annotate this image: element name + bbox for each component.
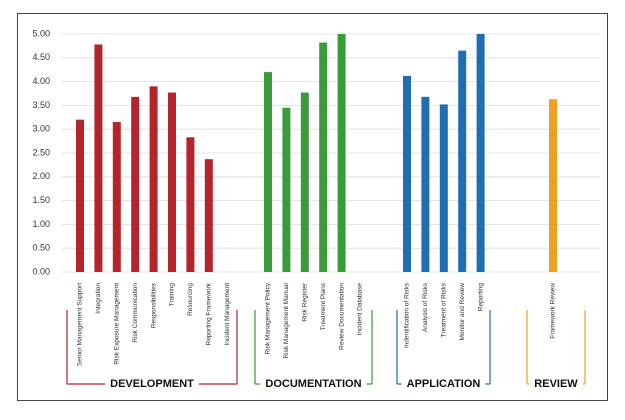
x-tick-label: Monitor and Review bbox=[459, 283, 466, 341]
x-tick-label: Training bbox=[169, 283, 176, 307]
y-tick-label: 5.00 bbox=[32, 28, 50, 38]
bar bbox=[300, 92, 309, 272]
bar bbox=[112, 122, 121, 272]
x-tick-label: Reporting bbox=[477, 283, 484, 312]
y-tick-label: 1.50 bbox=[32, 195, 50, 205]
bar bbox=[264, 72, 272, 272]
x-tick-label: Risk Exposure Management bbox=[114, 283, 121, 365]
bar bbox=[76, 119, 84, 273]
x-tick-label: Risk Register bbox=[302, 282, 309, 321]
y-tick-label: 3.00 bbox=[32, 124, 50, 134]
bar bbox=[549, 99, 557, 272]
group-label: APPLICATION bbox=[407, 378, 481, 390]
group-label: DEVELOPMENT bbox=[110, 378, 194, 390]
x-tick-label: Incident Database bbox=[357, 283, 364, 336]
bar bbox=[337, 34, 346, 272]
group-label: DOCUMENTATION bbox=[265, 378, 361, 390]
y-tick-label: 1.00 bbox=[32, 219, 50, 229]
x-tick-label: Risk Management Policy bbox=[265, 282, 272, 354]
bar bbox=[403, 75, 411, 272]
y-tick-label: 0.00 bbox=[32, 266, 50, 276]
bar bbox=[458, 50, 467, 272]
y-tick-label: 3.50 bbox=[32, 100, 50, 110]
frame bbox=[17, 13, 608, 401]
y-tick-label: 4.50 bbox=[32, 52, 50, 62]
bar bbox=[421, 96, 430, 272]
y-tick-label: 4.00 bbox=[32, 76, 50, 86]
x-tick-label: Treatment Plans bbox=[320, 282, 327, 330]
x-tick-label: Analysis of Risks bbox=[422, 282, 429, 332]
bar bbox=[168, 92, 176, 272]
bar bbox=[439, 104, 448, 272]
bar bbox=[282, 107, 291, 272]
y-tick-label: 0.50 bbox=[32, 243, 50, 253]
bar bbox=[94, 44, 103, 272]
x-tick-label: Reporting Framework bbox=[206, 282, 213, 345]
y-tick-label: 2.50 bbox=[32, 147, 50, 157]
x-tick-label: Responsibilities bbox=[150, 282, 157, 328]
bar bbox=[186, 137, 195, 272]
x-tick-label: Treatment of Risks bbox=[441, 282, 448, 337]
group-label: REVIEW bbox=[534, 378, 578, 390]
x-tick-label: Indentification of Risks bbox=[404, 282, 411, 348]
x-tick-label: Risk Communication bbox=[132, 283, 139, 343]
y-tick-label: 2.00 bbox=[32, 171, 50, 181]
bar bbox=[149, 86, 158, 272]
x-tick-label: Framework Review bbox=[550, 283, 557, 339]
bar bbox=[131, 96, 140, 272]
x-tick-label: Resourcing bbox=[187, 283, 194, 316]
bar bbox=[204, 159, 213, 272]
x-tick-label: Senior Management Support bbox=[77, 283, 84, 366]
x-tick-label: Risk Management Manual bbox=[283, 282, 290, 358]
x-tick-label: Incident Management bbox=[224, 283, 231, 346]
x-tick-label: Integration bbox=[95, 283, 102, 314]
bar bbox=[476, 34, 485, 272]
bar bbox=[319, 42, 328, 273]
x-tick-label: Review Documentation bbox=[338, 283, 345, 350]
